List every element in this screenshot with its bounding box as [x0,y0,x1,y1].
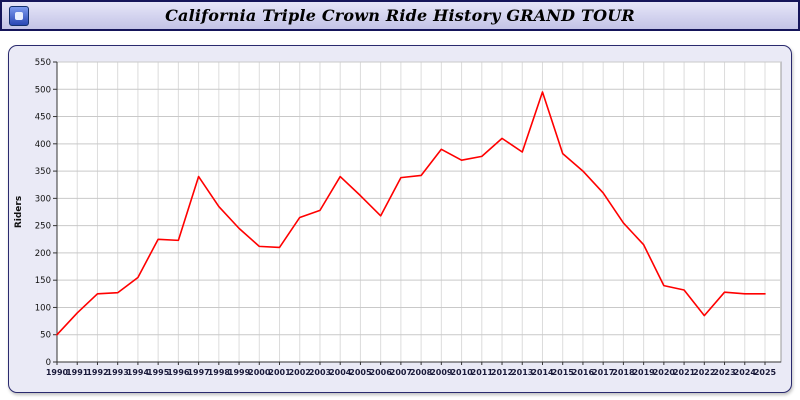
y-axis-tick-labels: 0 50 100 150 200 250 300 350 400 450 500 550 [35,58,51,368]
app-icon[interactable] [9,6,29,26]
x-axis-tick-labels: 1990199119921993199419951996199719981999… [46,362,777,377]
svg-text:2002: 2002 [289,368,311,377]
svg-text:2022: 2022 [693,368,715,377]
svg-text:300: 300 [35,194,51,204]
svg-text:2004: 2004 [329,368,352,377]
svg-text:2020: 2020 [653,368,676,377]
svg-text:400: 400 [35,140,51,150]
svg-text:2005: 2005 [349,368,372,377]
svg-text:2008: 2008 [410,368,433,377]
svg-text:50: 50 [40,331,51,341]
page-title: California Triple Crown Ride History GRA… [165,6,635,25]
y-axis-label: Riders [14,196,24,228]
svg-text:1996: 1996 [167,368,190,377]
svg-text:2021: 2021 [673,368,696,377]
svg-text:1999: 1999 [228,368,251,377]
ride-history-chart: 0501001502002503003504004505005501990199… [14,58,782,377]
svg-text:2000: 2000 [248,368,271,377]
plot-area [56,61,782,363]
svg-text:0: 0 [46,358,51,368]
svg-text:1995: 1995 [147,368,170,377]
riders-line-series [56,91,766,336]
svg-text:2018: 2018 [612,368,635,377]
svg-text:2025: 2025 [754,368,777,377]
svg-text:550: 550 [35,58,51,68]
vertical-gridlines [56,62,766,362]
svg-text:1998: 1998 [208,368,231,377]
svg-text:2016: 2016 [572,368,595,377]
app-icon-glyph [15,12,23,20]
svg-text:2007: 2007 [390,368,412,377]
svg-text:2009: 2009 [430,368,453,377]
svg-text:350: 350 [35,167,51,177]
title-bar: California Triple Crown Ride History GRA… [0,0,800,31]
svg-text:2001: 2001 [268,368,291,377]
svg-text:2017: 2017 [592,368,614,377]
svg-text:250: 250 [35,222,51,232]
svg-text:2015: 2015 [552,368,575,377]
svg-text:2024: 2024 [734,368,757,377]
svg-text:2012: 2012 [491,368,513,377]
svg-text:450: 450 [35,113,51,123]
svg-text:1993: 1993 [107,368,129,377]
svg-text:2013: 2013 [511,368,533,377]
svg-text:1997: 1997 [187,368,209,377]
svg-text:2019: 2019 [632,368,655,377]
svg-text:2023: 2023 [713,368,735,377]
svg-text:2011: 2011 [471,368,494,377]
chart-panel: 0 50 100 150 200 250 300 350 400 450 500 550 1990 199… [8,45,792,393]
svg-text:2006: 2006 [370,368,393,377]
svg-text:2003: 2003 [309,368,331,377]
svg-text:500: 500 [35,85,51,95]
svg-text:1991: 1991 [66,368,89,377]
svg-text:150: 150 [35,276,51,286]
svg-text:100: 100 [35,303,51,313]
svg-text:2010: 2010 [450,368,473,377]
svg-text:1992: 1992 [86,368,108,377]
svg-text:2014: 2014 [531,368,554,377]
svg-text:1994: 1994 [127,368,150,377]
svg-text:1990: 1990 [46,368,69,377]
axes [56,62,781,363]
svg-text:200: 200 [35,249,51,259]
